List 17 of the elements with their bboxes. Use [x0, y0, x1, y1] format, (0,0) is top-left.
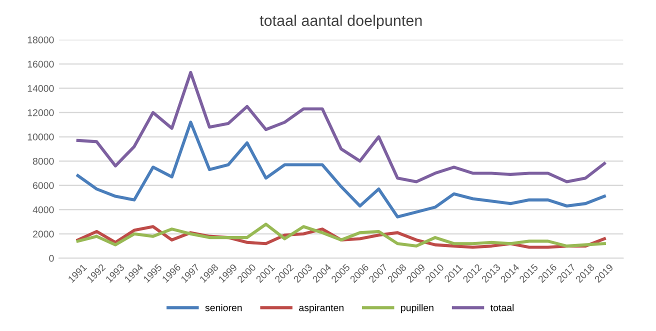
legend-label: senioren — [205, 304, 242, 312]
line-series — [76, 70, 606, 184]
y-tick-label: 10000 — [28, 134, 54, 140]
y-tick-label: 4000 — [32, 206, 54, 214]
legend-label: aspiranten — [299, 304, 344, 314]
y-tick-label: 8000 — [32, 158, 54, 165]
y-tick-label: 12000 — [28, 109, 54, 116]
legend-label: totaal — [490, 304, 514, 312]
line-series — [76, 120, 606, 218]
chart-title: totaal aantal doelpunten — [260, 14, 422, 29]
y-tick-label: 2000 — [33, 230, 54, 238]
y-tick-label: 18000 — [28, 36, 54, 44]
legend-label: pupillen — [401, 304, 434, 314]
y-tick-label: 16000 — [28, 60, 54, 68]
y-tick-label: 14000 — [28, 85, 54, 92]
y-tick-label: 0 — [49, 254, 54, 262]
y-tick-label: 6000 — [33, 182, 54, 189]
